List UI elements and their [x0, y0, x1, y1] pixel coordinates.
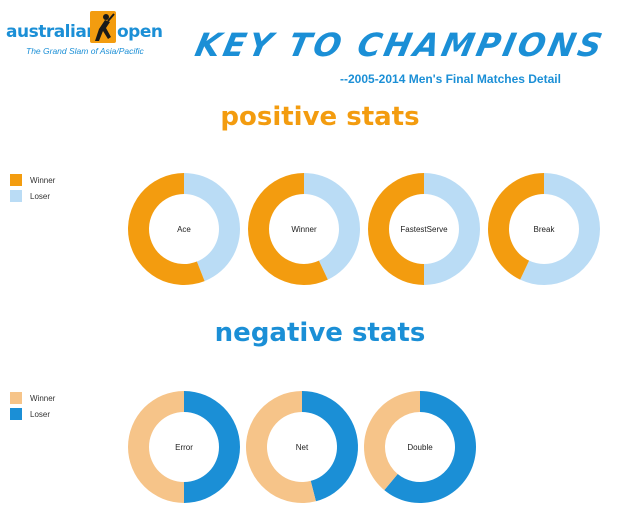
donut-slice-loser-error: [184, 391, 240, 503]
donut-slice-winner-break: [488, 173, 544, 280]
donut-slice-loser-net: [302, 391, 358, 502]
legend-item-winner: Winner: [10, 172, 55, 188]
donut-label-ace: Ace: [177, 225, 191, 234]
logo-word-right: open: [117, 22, 163, 42]
legend-label-winner: Winner: [30, 393, 56, 403]
legend-swatch-winner: [10, 174, 22, 186]
page-subtitle: --2005-2014 Men's Final Matches Detail: [340, 72, 561, 86]
legend-label-loser: Loser: [30, 409, 51, 419]
donut-slice-winner-double: [364, 391, 420, 491]
donut-label-break: Break: [534, 225, 556, 234]
donut-label-error: Error: [175, 443, 193, 452]
donut-slice-winner-ace: [127, 173, 205, 286]
donut-label-double: Double: [407, 443, 433, 452]
legend-item-loser: Loser: [10, 406, 55, 422]
donut-slice-winner-winner: [248, 173, 328, 285]
donut-slice-loser-ace: [184, 173, 240, 282]
donut-slice-loser-break: [520, 173, 601, 285]
legend-item-winner: Winner: [10, 390, 55, 406]
donut-slice-loser-winner: [304, 173, 360, 280]
tennis-player-icon: [90, 11, 116, 43]
legend-swatch-loser: [10, 190, 22, 202]
legend-label-winner: Winner: [30, 175, 56, 185]
donut-slice-winner-net: [246, 391, 316, 504]
positive-legend: Winner Loser: [10, 172, 55, 204]
australian-open-logo: australian open The Grand Slam of Asia/P…: [6, 8, 163, 60]
positive-stats-title: positive stats: [220, 102, 420, 132]
donut-label-net: Net: [296, 443, 309, 452]
legend-item-loser: Loser: [10, 188, 55, 204]
donut-slice-winner-fastestserve: [368, 173, 424, 285]
donut-slice-winner-error: [128, 391, 184, 503]
donut-label-fastestserve: FastestServe: [400, 225, 448, 234]
logo-tagline: The Grand Slam of Asia/Pacific: [26, 46, 144, 56]
legend-label-loser: Loser: [30, 191, 51, 201]
legend-swatch-loser: [10, 408, 22, 420]
negative-stats-title: negative stats: [214, 318, 426, 348]
negative-legend: Winner Loser: [10, 390, 55, 422]
logo-word-left: australian: [6, 22, 98, 42]
donut-label-winner: Winner: [291, 225, 317, 234]
legend-swatch-winner: [10, 392, 22, 404]
donut-slice-loser-double: [384, 391, 477, 503]
donut-slice-loser-fastestserve: [424, 173, 480, 285]
